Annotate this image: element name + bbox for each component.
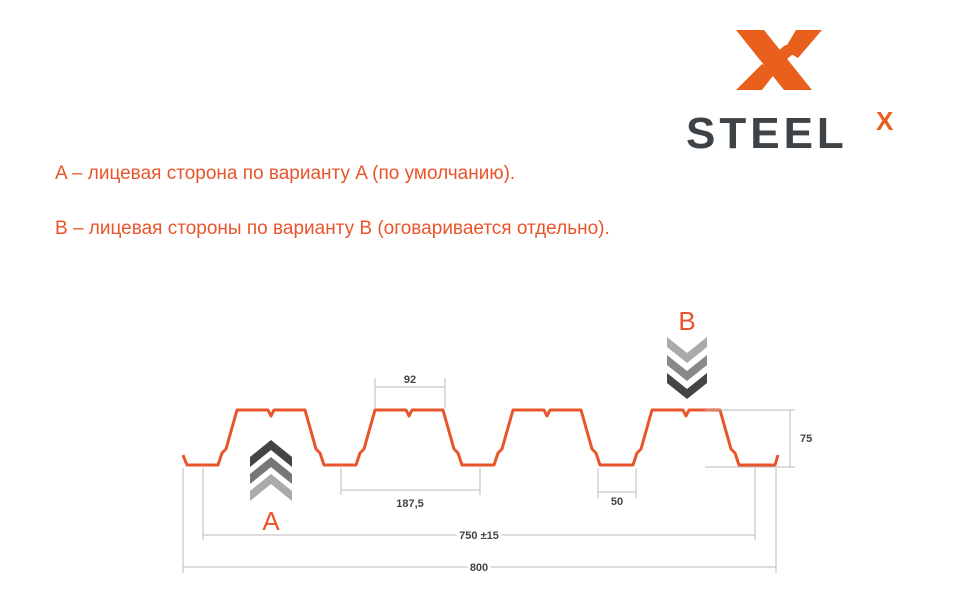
logo-superscript: X [876,106,894,136]
side-a-arrow-icon [250,440,292,501]
note-side-a: A – лицевая сторона по варианту A (по ум… [55,163,516,184]
dimension-lines [182,378,795,573]
side-b-label: B [678,306,695,336]
dim-rib-top: 92 [404,374,416,386]
dim-bottom-flat: 50 [611,496,623,508]
dim-height: 75 [800,433,812,445]
dim-working-width: 750 ±15 [459,530,499,542]
profile-line [181,408,780,467]
logo-text: STEEL [686,109,848,158]
dim-pitch: 187,5 [396,498,424,510]
note-side-b: B – лицевая стороны по варианту B (огова… [55,218,610,239]
side-a-label: A [262,506,280,536]
steelx-logo: STEEL X [686,30,894,158]
dim-total-width: 800 [470,562,488,574]
side-b-arrow-icon [667,337,707,399]
